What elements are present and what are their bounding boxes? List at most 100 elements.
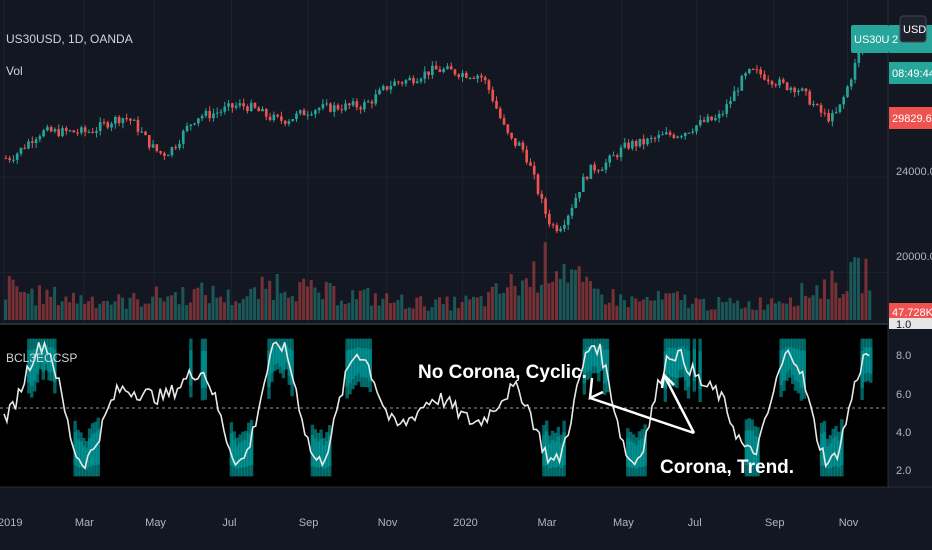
volume-bar	[743, 307, 747, 320]
candle-body	[778, 79, 781, 86]
cycle-band-core	[675, 348, 679, 379]
candle-body	[608, 155, 612, 163]
candle-body	[95, 131, 98, 133]
volume-bar	[343, 304, 347, 320]
candle-body	[755, 69, 759, 71]
volume-bar	[87, 301, 91, 320]
candle-body	[200, 115, 204, 119]
candle-body	[740, 75, 744, 91]
candle-body	[483, 77, 487, 81]
volume-bar	[521, 280, 525, 320]
volume-bar	[860, 293, 864, 320]
cycle-band-core	[663, 351, 668, 390]
candle-body	[355, 101, 359, 108]
volume-bar	[815, 285, 819, 320]
candle-body	[434, 65, 438, 70]
volume-bar	[30, 288, 34, 320]
osc-badge	[889, 318, 932, 329]
volume-bar	[147, 303, 151, 320]
cycle-band	[38, 338, 43, 370]
volume-bar	[834, 282, 838, 320]
cycle-band-core	[273, 345, 277, 365]
cycle-band	[840, 419, 844, 477]
candle-body	[472, 77, 476, 79]
volume-bar	[649, 300, 653, 320]
cycle-band	[354, 338, 358, 386]
volume-bar	[370, 305, 374, 320]
candle-body	[744, 73, 747, 76]
cycle-band	[591, 338, 595, 374]
cycle-band	[249, 419, 254, 477]
volume-bar	[675, 291, 679, 320]
currency-button-label[interactable]: USD	[903, 24, 926, 36]
candle-body	[461, 72, 464, 78]
time-axis[interactable]: 2019 Mar May Jul Sep Nov 2020 Mar May Jul Sep Nov	[0, 517, 859, 529]
volume-bar	[781, 303, 785, 320]
candle-body	[298, 110, 302, 114]
candle-body	[846, 86, 849, 98]
x-tick-label: 2020	[453, 517, 477, 529]
volume-bar	[83, 303, 87, 320]
symbol-title[interactable]: US30USD, 1D, OANDA	[6, 32, 133, 46]
candle-body	[431, 65, 434, 76]
cycle-band	[313, 429, 317, 477]
cycle-band-core	[631, 442, 636, 468]
volume-bar	[483, 306, 487, 320]
cycle-band	[545, 420, 549, 477]
price-scale[interactable]	[888, 0, 932, 550]
candle-body	[725, 104, 729, 114]
x-tick-label: Sep	[299, 517, 319, 529]
volume-bar	[622, 300, 626, 320]
volume-label[interactable]: Vol	[6, 64, 23, 78]
cycle-band	[53, 338, 57, 394]
candle-body	[185, 125, 189, 132]
candle-body	[166, 155, 170, 157]
cycle-band	[825, 438, 830, 477]
candle-body	[163, 153, 166, 156]
candle-body	[653, 138, 657, 140]
volume-bar	[68, 302, 72, 320]
candle-body	[427, 71, 430, 76]
cycle-band	[747, 418, 751, 477]
candle-body	[449, 66, 453, 70]
volume-bar	[222, 302, 226, 320]
oscillator-label[interactable]: BCL3ECCSP	[6, 351, 77, 365]
candle-body	[623, 142, 627, 148]
cycle-band	[588, 338, 592, 379]
candle-body	[665, 132, 668, 135]
volume-bar	[641, 299, 645, 320]
volume-badge-text: 47.728K	[892, 307, 932, 319]
candle-body	[80, 127, 83, 133]
cycle-band	[203, 338, 208, 400]
volume-bar	[804, 296, 808, 320]
candle-body	[831, 112, 834, 122]
cycle-band	[82, 437, 86, 477]
volume-bar	[543, 242, 547, 320]
cycle-band-core	[672, 348, 676, 378]
candle-body	[8, 158, 11, 160]
price-badge-text: 2	[892, 34, 898, 46]
candle-body	[823, 112, 827, 114]
volume-bar	[619, 294, 623, 320]
volume-bar	[800, 282, 804, 320]
volume-bar	[668, 293, 672, 320]
candle-body	[268, 116, 272, 121]
candle-body	[521, 142, 525, 150]
candle-body	[125, 118, 128, 120]
cycle-band	[637, 431, 642, 477]
candle-body	[453, 69, 457, 75]
cycle-band-core	[828, 443, 832, 469]
volume-bar	[468, 299, 472, 320]
volume-bar	[826, 299, 830, 320]
candle-body	[548, 213, 551, 225]
currency-button[interactable]	[899, 15, 927, 43]
candle-body	[12, 159, 15, 161]
volume-bar	[479, 296, 483, 320]
volume-bar	[653, 300, 657, 320]
volume-bar	[7, 276, 11, 320]
cycle-band-core	[351, 348, 355, 380]
candle-body	[83, 127, 87, 132]
x-tick-label: May	[145, 517, 166, 529]
cycle-band-core	[698, 351, 702, 390]
volume-bar	[819, 298, 823, 320]
